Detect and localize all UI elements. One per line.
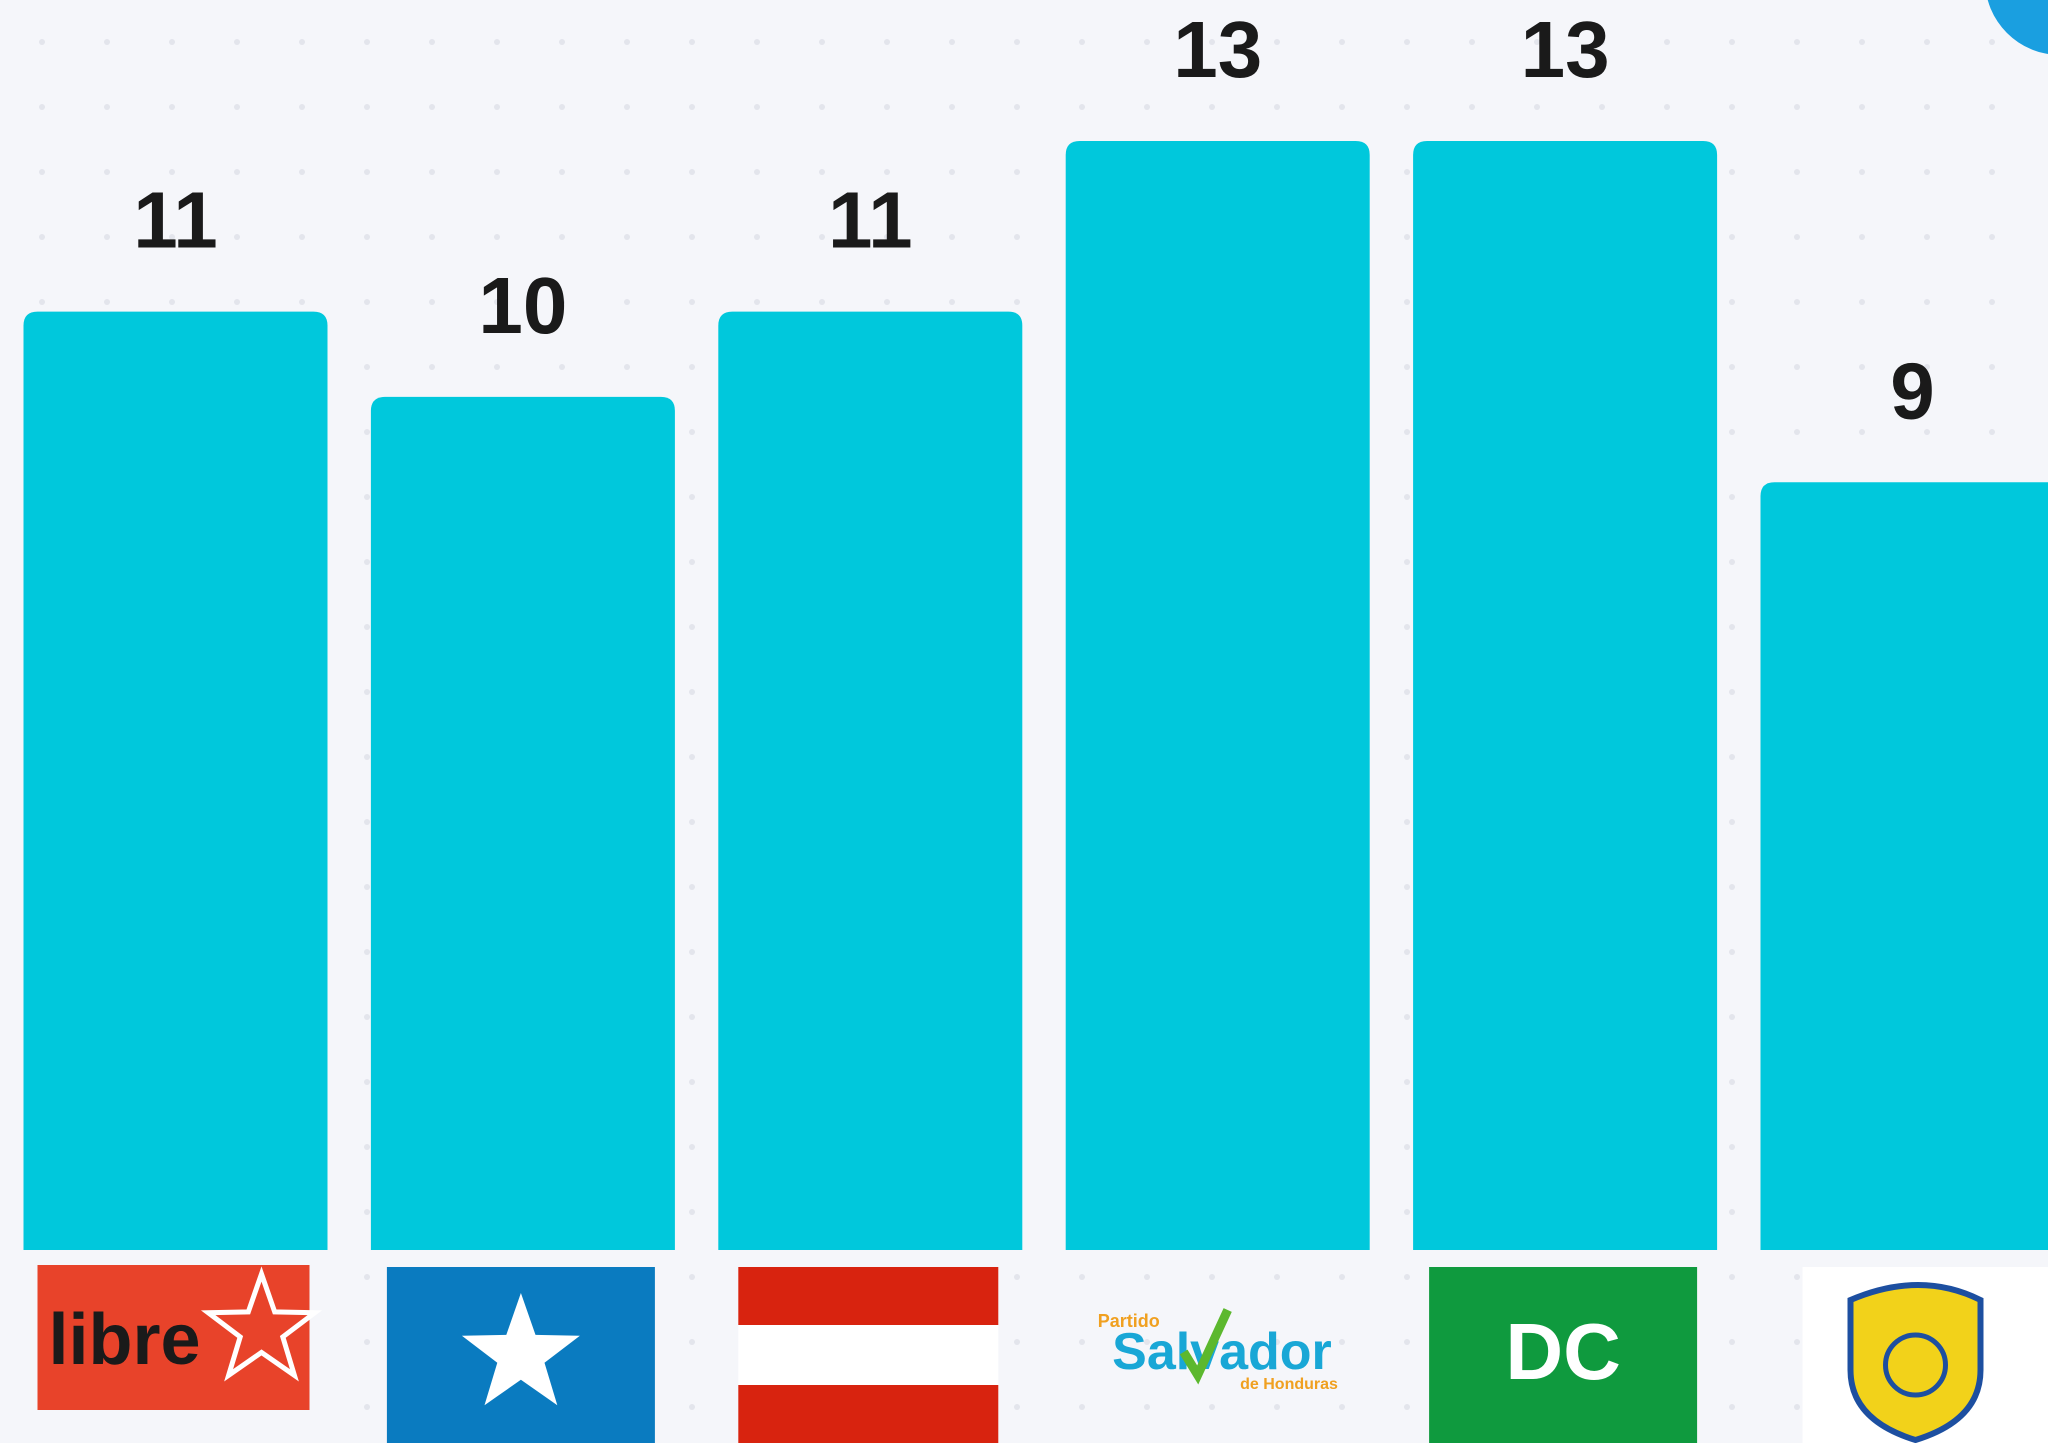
bar	[718, 311, 1023, 1251]
logo-dc	[1429, 1267, 1698, 1443]
value-label: 10	[478, 261, 567, 350]
logo-check	[1179, 1308, 1232, 1385]
bar	[1760, 482, 2048, 1250]
logo-star	[461, 1293, 580, 1406]
logo-star	[200, 1266, 323, 1382]
value-label: 11	[133, 176, 218, 265]
bar	[23, 311, 328, 1251]
logo-stripe	[738, 1385, 999, 1443]
logo-stripe	[738, 1267, 999, 1325]
value-label: 13	[1173, 5, 1262, 94]
value-label: 13	[1521, 5, 1610, 94]
bar	[1065, 141, 1370, 1250]
logo-shield	[1847, 1282, 1984, 1443]
corner-decoration	[1987, 0, 2048, 55]
category-label: DC	[1505, 1307, 1621, 1396]
bar	[1413, 141, 1718, 1250]
category-label: libre	[49, 1300, 201, 1380]
value-label: 9	[1890, 346, 1935, 435]
value-label: 11	[828, 176, 913, 265]
bar	[370, 396, 675, 1250]
logo-emblem	[1883, 1332, 1948, 1398]
